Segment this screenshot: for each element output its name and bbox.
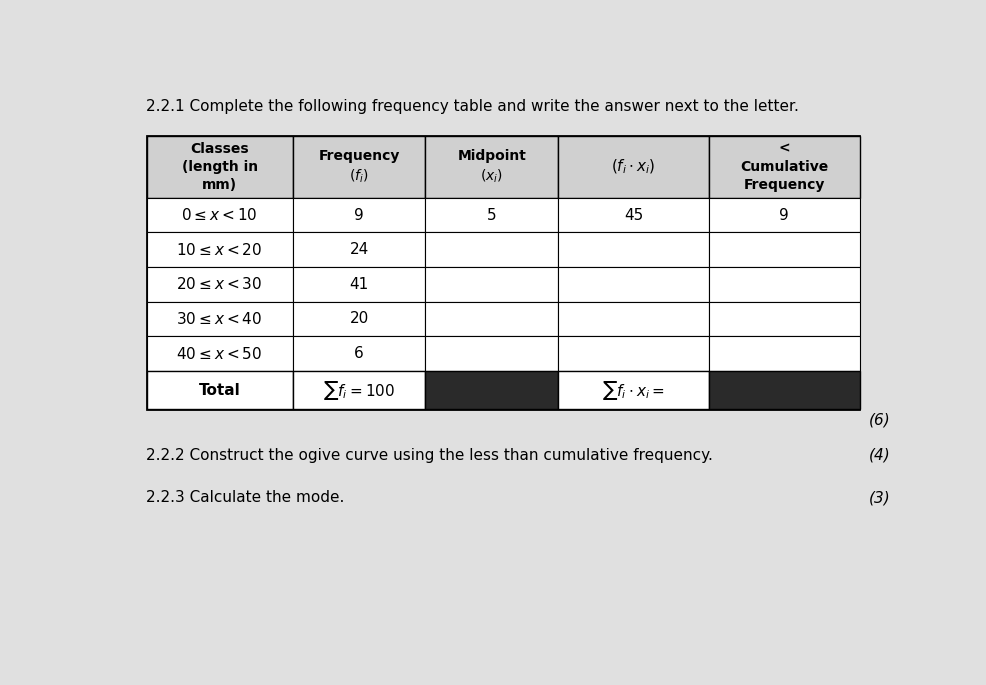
Bar — [147, 198, 293, 232]
Bar — [558, 371, 709, 410]
Text: 2.2.1 Complete the following frequency table and write the answer next to the le: 2.2.1 Complete the following frequency t… — [147, 99, 800, 114]
Bar — [426, 232, 558, 267]
Text: Frequency: Frequency — [318, 149, 399, 163]
Text: 9: 9 — [354, 208, 364, 223]
Bar — [293, 371, 426, 410]
Text: $(f_i)$: $(f_i)$ — [349, 167, 369, 185]
Bar — [293, 336, 426, 371]
Text: 45: 45 — [624, 208, 643, 223]
Bar — [558, 336, 709, 371]
Text: $10 \leq x < 20$: $10 \leq x < 20$ — [176, 242, 262, 258]
Text: $(x_i)$: $(x_i)$ — [480, 167, 504, 185]
Text: <
Cumulative
Frequency: < Cumulative Frequency — [740, 142, 828, 192]
Text: (3): (3) — [869, 490, 890, 506]
Text: 5: 5 — [487, 208, 497, 223]
Text: $\sum f_i \cdot x_i =$: $\sum f_i \cdot x_i =$ — [602, 379, 665, 401]
Bar — [709, 336, 860, 371]
Bar — [709, 371, 860, 410]
Bar — [426, 198, 558, 232]
Bar — [558, 136, 709, 198]
Bar — [426, 136, 558, 198]
Bar — [558, 267, 709, 301]
Text: 20: 20 — [349, 312, 369, 327]
Bar — [293, 301, 426, 336]
Text: 41: 41 — [349, 277, 369, 292]
Bar — [147, 336, 293, 371]
Bar — [426, 336, 558, 371]
Text: (4): (4) — [869, 448, 890, 463]
Bar — [147, 136, 293, 198]
Bar — [558, 301, 709, 336]
Text: 6: 6 — [354, 346, 364, 361]
Bar — [558, 232, 709, 267]
Text: 9: 9 — [779, 208, 789, 223]
Bar — [426, 301, 558, 336]
Bar — [293, 232, 426, 267]
Text: 24: 24 — [349, 242, 369, 257]
Bar — [426, 267, 558, 301]
Bar — [709, 232, 860, 267]
Text: $0 \leq x < 10$: $0 \leq x < 10$ — [181, 207, 257, 223]
Bar — [293, 136, 426, 198]
Bar — [426, 371, 558, 410]
Text: Classes
(length in
mm): Classes (length in mm) — [181, 142, 257, 192]
Text: (6): (6) — [869, 412, 890, 427]
Bar — [147, 371, 293, 410]
Bar — [147, 136, 860, 410]
Text: $\sum f_i = 100$: $\sum f_i = 100$ — [323, 379, 395, 401]
Bar — [147, 267, 293, 301]
Bar — [709, 198, 860, 232]
Bar — [293, 198, 426, 232]
Bar — [558, 198, 709, 232]
Text: $30 \leq x < 40$: $30 \leq x < 40$ — [176, 311, 262, 327]
Text: $40 \leq x < 50$: $40 \leq x < 50$ — [176, 346, 262, 362]
Bar — [147, 232, 293, 267]
Bar — [293, 267, 426, 301]
Text: Midpoint: Midpoint — [458, 149, 527, 163]
Bar — [709, 301, 860, 336]
Bar — [709, 267, 860, 301]
Text: $20 \leq x < 30$: $20 \leq x < 30$ — [176, 276, 262, 292]
Text: 2.2.2 Construct the ogive curve using the less than cumulative frequency.: 2.2.2 Construct the ogive curve using th… — [147, 448, 714, 463]
Bar — [709, 136, 860, 198]
Text: Total: Total — [199, 383, 241, 398]
Bar — [147, 301, 293, 336]
Text: 2.2.3 Calculate the mode.: 2.2.3 Calculate the mode. — [147, 490, 345, 506]
Text: $(f_i \cdot x_i)$: $(f_i \cdot x_i)$ — [611, 158, 656, 176]
